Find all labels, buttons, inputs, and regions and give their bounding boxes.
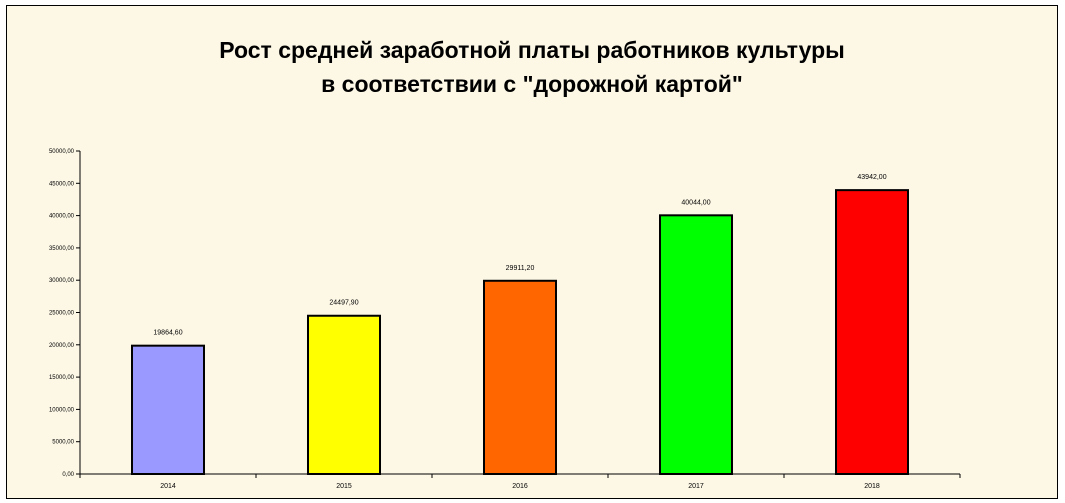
bar-2018 <box>835 189 909 475</box>
x-tick-label: 2015 <box>336 483 352 490</box>
bar-2014 <box>131 344 205 475</box>
chart-title-line1: Рост средней заработной платы работников… <box>219 37 845 63</box>
bar-2017 <box>659 214 733 475</box>
y-tick-label: 50000,00 <box>49 149 75 155</box>
x-tick-label: 2014 <box>160 483 176 490</box>
x-tick-label: 2017 <box>688 483 704 490</box>
y-tick-label: 5000,00 <box>52 440 74 446</box>
chart-title-line2: в соответствии с "дорожной картой" <box>321 71 743 97</box>
y-tick-label: 40000,00 <box>49 214 75 220</box>
x-tick-label: 2016 <box>512 483 528 490</box>
bar-2016 <box>483 279 557 475</box>
y-tick-label: 15000,00 <box>49 375 75 381</box>
chart-title: Рост средней заработной платы работников… <box>7 33 1057 101</box>
x-tick-label: 2018 <box>864 483 880 490</box>
y-tick-label: 45000,00 <box>49 181 75 187</box>
y-tick-label: 30000,00 <box>49 278 75 284</box>
y-tick-label: 25000,00 <box>49 311 75 317</box>
y-tick-label: 0,00 <box>62 472 74 478</box>
data-label: 43942,00 <box>857 174 886 181</box>
data-label: 19864,60 <box>153 330 182 337</box>
y-tick-label: 10000,00 <box>49 407 75 413</box>
data-label: 40044,00 <box>681 199 710 206</box>
data-label: 24497,90 <box>329 300 358 307</box>
y-tick-label: 20000,00 <box>49 343 75 349</box>
y-tick-label: 35000,00 <box>49 246 75 252</box>
data-label: 29911,20 <box>506 265 535 272</box>
bar-2015 <box>307 314 381 475</box>
